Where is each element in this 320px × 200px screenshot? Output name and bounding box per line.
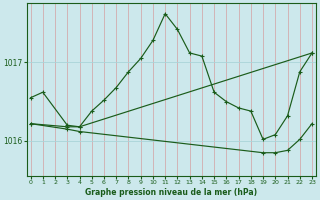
X-axis label: Graphe pression niveau de la mer (hPa): Graphe pression niveau de la mer (hPa) [85,188,257,197]
